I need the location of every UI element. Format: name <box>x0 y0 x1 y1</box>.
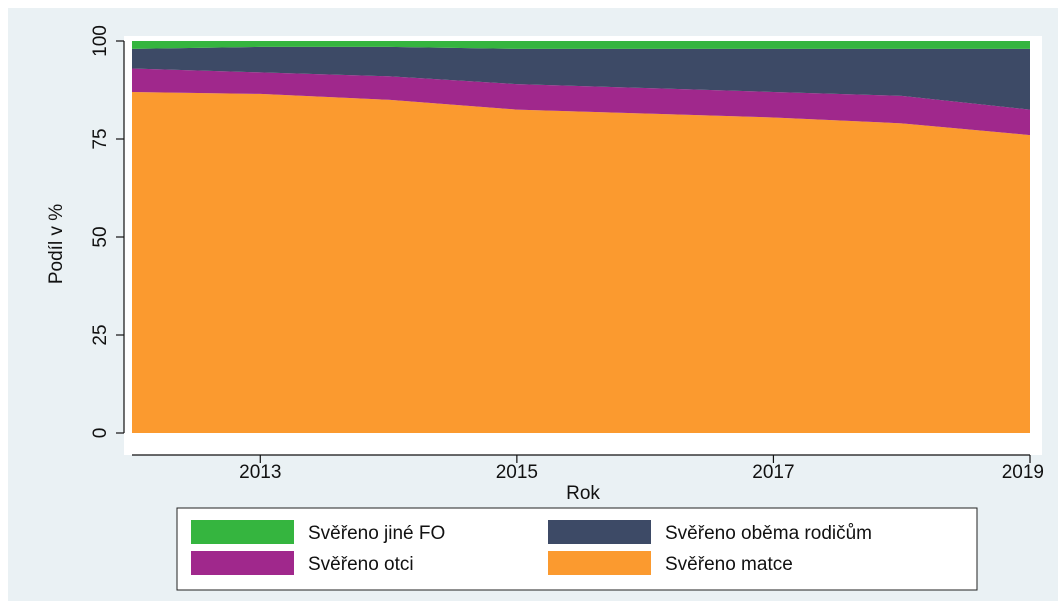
y-tick-label-100: 100 <box>90 25 111 57</box>
legend-swatch-svereno-jine-fo <box>191 520 294 544</box>
legend: Svěřeno jiné FO Svěřeno oběma rodičům Svěř… <box>191 520 872 575</box>
legend-label-svereno-obema-rodicum: Svěřeno oběma rodičům <box>665 523 872 544</box>
series-areas <box>132 41 1030 434</box>
x-tick-label-2017: 2017 <box>752 462 794 483</box>
legend-label-svereno-jine-fo: Svěřeno jiné FO <box>308 523 445 544</box>
x-axis-title: Rok <box>566 483 600 504</box>
y-tick-label-50: 50 <box>90 226 111 247</box>
area-svereno-otci <box>132 68 1030 136</box>
x-tick-label-2013: 2013 <box>239 462 281 483</box>
area-svereno-obema-rodicum <box>132 46 1030 110</box>
chart-frame: 0 25 50 75 100 2013 2015 2017 2019 Podíl v % Rok… <box>8 8 1058 601</box>
legend-swatch-svereno-obema-rodicum <box>548 520 651 544</box>
area-svereno-matce <box>132 91 1030 434</box>
y-tick-label-0: 0 <box>90 428 111 439</box>
legend-label-svereno-matce: Svěřeno matce <box>665 554 793 575</box>
x-tick-label-2019: 2019 <box>1002 462 1044 483</box>
legend-label-svereno-otci: Svěřeno otci <box>308 554 414 575</box>
legend-swatch-svereno-otci <box>191 551 294 575</box>
legend-swatch-svereno-matce <box>548 551 651 575</box>
y-axis-title: Podíl v % <box>46 204 67 284</box>
area-svereno-jine-fo <box>132 41 1030 49</box>
y-tick-label-25: 25 <box>90 324 111 345</box>
stacked-area-chart: 0 25 50 75 100 2013 2015 2017 2019 Podíl v % Rok… <box>46 25 1044 591</box>
axes: 0 25 50 75 100 2013 2015 2017 2019 <box>90 25 1044 483</box>
x-tick-label-2015: 2015 <box>496 462 538 483</box>
y-tick-label-75: 75 <box>90 128 111 149</box>
